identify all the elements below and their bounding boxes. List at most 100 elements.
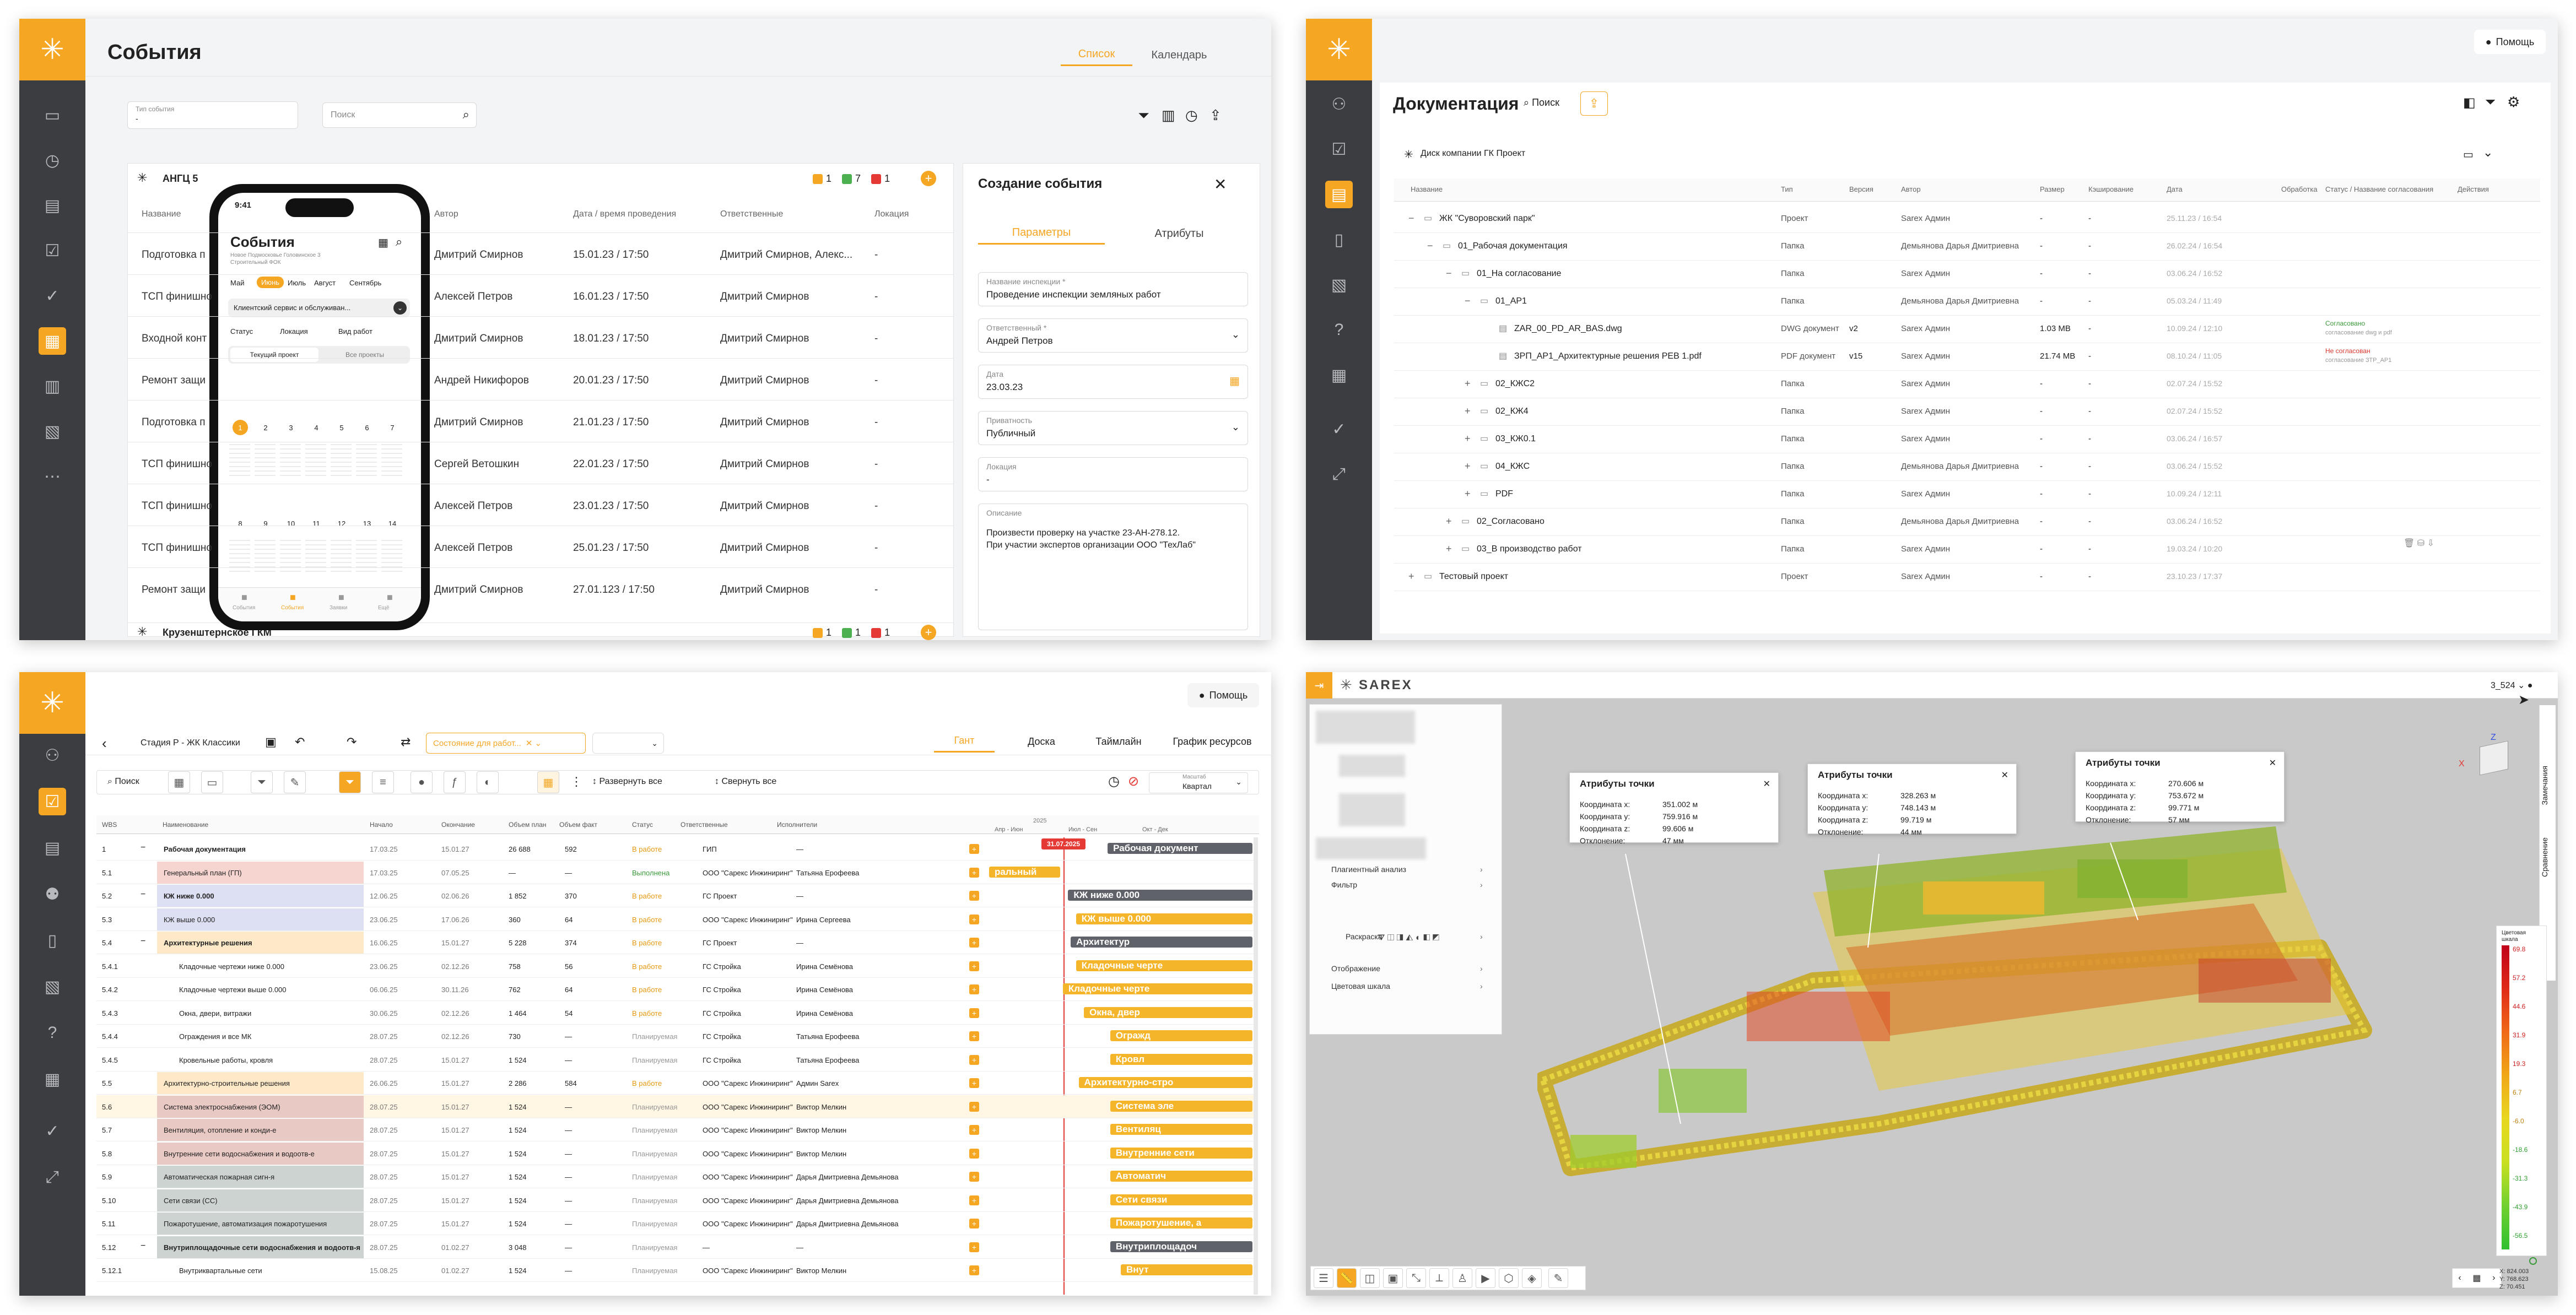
filter-status[interactable]: Статус bbox=[230, 327, 253, 335]
calendar-day[interactable]: 12 bbox=[337, 519, 346, 528]
table-row[interactable] bbox=[96, 861, 1254, 884]
table-row[interactable] bbox=[96, 884, 1254, 907]
export-icon[interactable]: ⇪ bbox=[1209, 107, 1222, 123]
tree-toggle-icon[interactable]: + bbox=[1408, 571, 1414, 582]
filter-icon[interactable]: ⏷ bbox=[1138, 107, 1149, 123]
redo-icon[interactable]: ↷ bbox=[347, 735, 357, 749]
document-icon[interactable]: ▤ bbox=[1325, 181, 1353, 208]
tab-remarks[interactable]: Замечания bbox=[2540, 766, 2549, 805]
table-icon[interactable]: ▦ bbox=[44, 1070, 61, 1089]
task-name[interactable]: КЖ выше 0.000 bbox=[164, 915, 215, 924]
add-row-icon[interactable]: + bbox=[969, 1172, 979, 1182]
tab-label[interactable]: События bbox=[281, 605, 304, 611]
expand-icon[interactable]: ⤢ bbox=[1332, 465, 1346, 483]
grid-icon[interactable]: ▦ bbox=[2472, 1274, 2481, 1283]
door-icon[interactable]: ▯ bbox=[1334, 230, 1344, 249]
expand-all[interactable]: ↕ Развернуть все bbox=[592, 777, 662, 786]
add-row-icon[interactable]: + bbox=[969, 1031, 979, 1041]
help-icon[interactable]: ? bbox=[47, 1024, 57, 1042]
gantt-col-6[interactable]: Статус bbox=[632, 821, 653, 829]
gantt-bar[interactable]: Огражд bbox=[1110, 1030, 1252, 1041]
side-menu-item[interactable]: Отображение bbox=[1331, 964, 1381, 973]
privacy-select[interactable]: Приватность Публичный ⌄ bbox=[978, 411, 1248, 445]
sarex-logo-icon[interactable]: ✳ bbox=[19, 672, 85, 734]
upload-button[interactable]: ⇪ bbox=[1580, 91, 1608, 116]
table-row[interactable] bbox=[96, 1165, 1254, 1188]
panel-icon[interactable]: ◧ bbox=[2463, 95, 2476, 110]
chart-icon[interactable]: ▧ bbox=[44, 977, 61, 996]
table-row[interactable] bbox=[96, 1072, 1254, 1095]
tree-toggle-icon[interactable]: − bbox=[141, 843, 146, 852]
org-select[interactable]: Клиентский сервис и обслуживан... ⌄ bbox=[228, 299, 410, 317]
close-icon[interactable]: ✕ bbox=[1214, 176, 1227, 193]
task-name[interactable]: Генеральный план (ГП) bbox=[164, 868, 242, 877]
doc-name[interactable]: Тестовый проект bbox=[1439, 572, 1509, 581]
add-row-icon[interactable]: + bbox=[969, 961, 979, 971]
add-row-icon[interactable]: + bbox=[969, 1125, 979, 1135]
door-icon[interactable]: ▯ bbox=[47, 931, 57, 950]
panorama-icon[interactable]: ▣ bbox=[1383, 1268, 1403, 1288]
doc-name[interactable]: 01_АР1 bbox=[1495, 296, 1527, 306]
doc-name[interactable]: 01_Рабочая документация bbox=[1458, 241, 1568, 251]
doc-col-1[interactable]: Тип bbox=[1781, 185, 1793, 193]
month-tab[interactable]: Май bbox=[230, 279, 245, 287]
tree-toggle-icon[interactable]: − bbox=[141, 937, 146, 946]
gantt-col-2[interactable]: Начало bbox=[370, 821, 393, 829]
clipboard-icon[interactable]: ☑ bbox=[39, 788, 66, 815]
add-event-button[interactable]: + bbox=[921, 625, 936, 640]
filter-work-type[interactable]: Вид работ bbox=[338, 327, 372, 335]
gantt-bar[interactable]: Кровл bbox=[1110, 1053, 1252, 1065]
sarex-logo-icon[interactable]: ✳ bbox=[19, 19, 85, 80]
tab-icon[interactable]: ■ bbox=[338, 592, 344, 603]
calendar-day[interactable]: 11 bbox=[312, 519, 320, 528]
gantt-bar[interactable]: Автоматич bbox=[1110, 1171, 1252, 1182]
location-field[interactable]: Локация - bbox=[978, 457, 1248, 491]
clipboard-icon[interactable]: ☑ bbox=[1331, 140, 1347, 159]
add-row-icon[interactable]: + bbox=[969, 1101, 979, 1112]
doc-col-0[interactable]: Название bbox=[1411, 185, 1443, 193]
folder-icon[interactable]: ▭ bbox=[2463, 149, 2474, 161]
doc-col-5[interactable]: Кэширование bbox=[2088, 185, 2134, 193]
chevron-right-icon[interactable]: › bbox=[1480, 865, 1483, 874]
add-event-button[interactable]: + bbox=[921, 171, 936, 186]
table-row[interactable] bbox=[96, 1142, 1254, 1165]
inspection-name-field[interactable]: Название инспекции * Проведение инспекции… bbox=[978, 272, 1248, 306]
task-name[interactable]: Кладочные чертежи выше 0.000 bbox=[179, 986, 287, 994]
tab-icon[interactable]: ■ bbox=[290, 592, 296, 603]
tab-icon[interactable]: ■ bbox=[387, 592, 393, 603]
people-icon[interactable]: ⚇ bbox=[45, 746, 60, 765]
doc-name[interactable]: 03_КЖ0.1 bbox=[1495, 434, 1536, 443]
tab-compare[interactable]: Сравнение bbox=[2540, 837, 2549, 877]
calendar-day[interactable]: 4 bbox=[314, 423, 318, 432]
event-type-select[interactable]: Тип события - bbox=[127, 101, 298, 129]
seg-all-projects[interactable]: Все проекты bbox=[345, 351, 385, 359]
tree-toggle-icon[interactable]: + bbox=[1446, 543, 1452, 554]
grid-icon[interactable]: ▦ bbox=[378, 237, 388, 249]
add-row-icon[interactable]: + bbox=[969, 1195, 979, 1205]
doc-name[interactable]: ZAR_00_PD_AR_BAS.dwg bbox=[1514, 324, 1622, 333]
close-icon[interactable]: ✕ ⌄ bbox=[525, 739, 542, 748]
building-icon[interactable]: ▥ bbox=[44, 377, 61, 396]
more-icon[interactable]: ⋮ bbox=[570, 775, 582, 788]
expand-icon[interactable]: ⤢ bbox=[46, 1168, 59, 1186]
search-icon[interactable]: ⌕ bbox=[396, 235, 403, 248]
doc-name[interactable]: 02_КЖС2 bbox=[1495, 379, 1535, 388]
gantt-col-1[interactable]: Наименование bbox=[163, 821, 209, 829]
info-icon[interactable]: ● bbox=[2527, 681, 2533, 690]
table-row[interactable] bbox=[96, 1002, 1254, 1025]
pen-icon[interactable]: ✎ bbox=[1548, 1268, 1568, 1288]
gantt-bar[interactable]: Внут bbox=[1121, 1264, 1252, 1275]
gantt-bar[interactable]: Кладочные черте bbox=[1076, 960, 1252, 971]
tree-toggle-icon[interactable]: − bbox=[141, 890, 146, 899]
gantt-bar[interactable]: Внутриплощадоч bbox=[1110, 1241, 1252, 1252]
task-name[interactable]: Пожаротушение, автоматизация пожаротушен… bbox=[164, 1220, 327, 1228]
doc-name[interactable]: 01_На согласование bbox=[1477, 269, 1562, 278]
side-menu-item[interactable]: Раскраска bbox=[1346, 932, 1382, 941]
task-name[interactable]: Система электроснабжения (ЭОМ) bbox=[164, 1102, 280, 1111]
add-row-icon[interactable]: + bbox=[969, 867, 979, 878]
calendar-day[interactable]: 5 bbox=[339, 423, 344, 432]
task-name[interactable]: Рабочая документация bbox=[164, 845, 246, 853]
add-row-icon[interactable]: + bbox=[969, 938, 979, 948]
task-name[interactable]: Ограждения и все МК bbox=[179, 1032, 252, 1041]
chevron-left-icon[interactable]: ‹ bbox=[2458, 1273, 2461, 1282]
